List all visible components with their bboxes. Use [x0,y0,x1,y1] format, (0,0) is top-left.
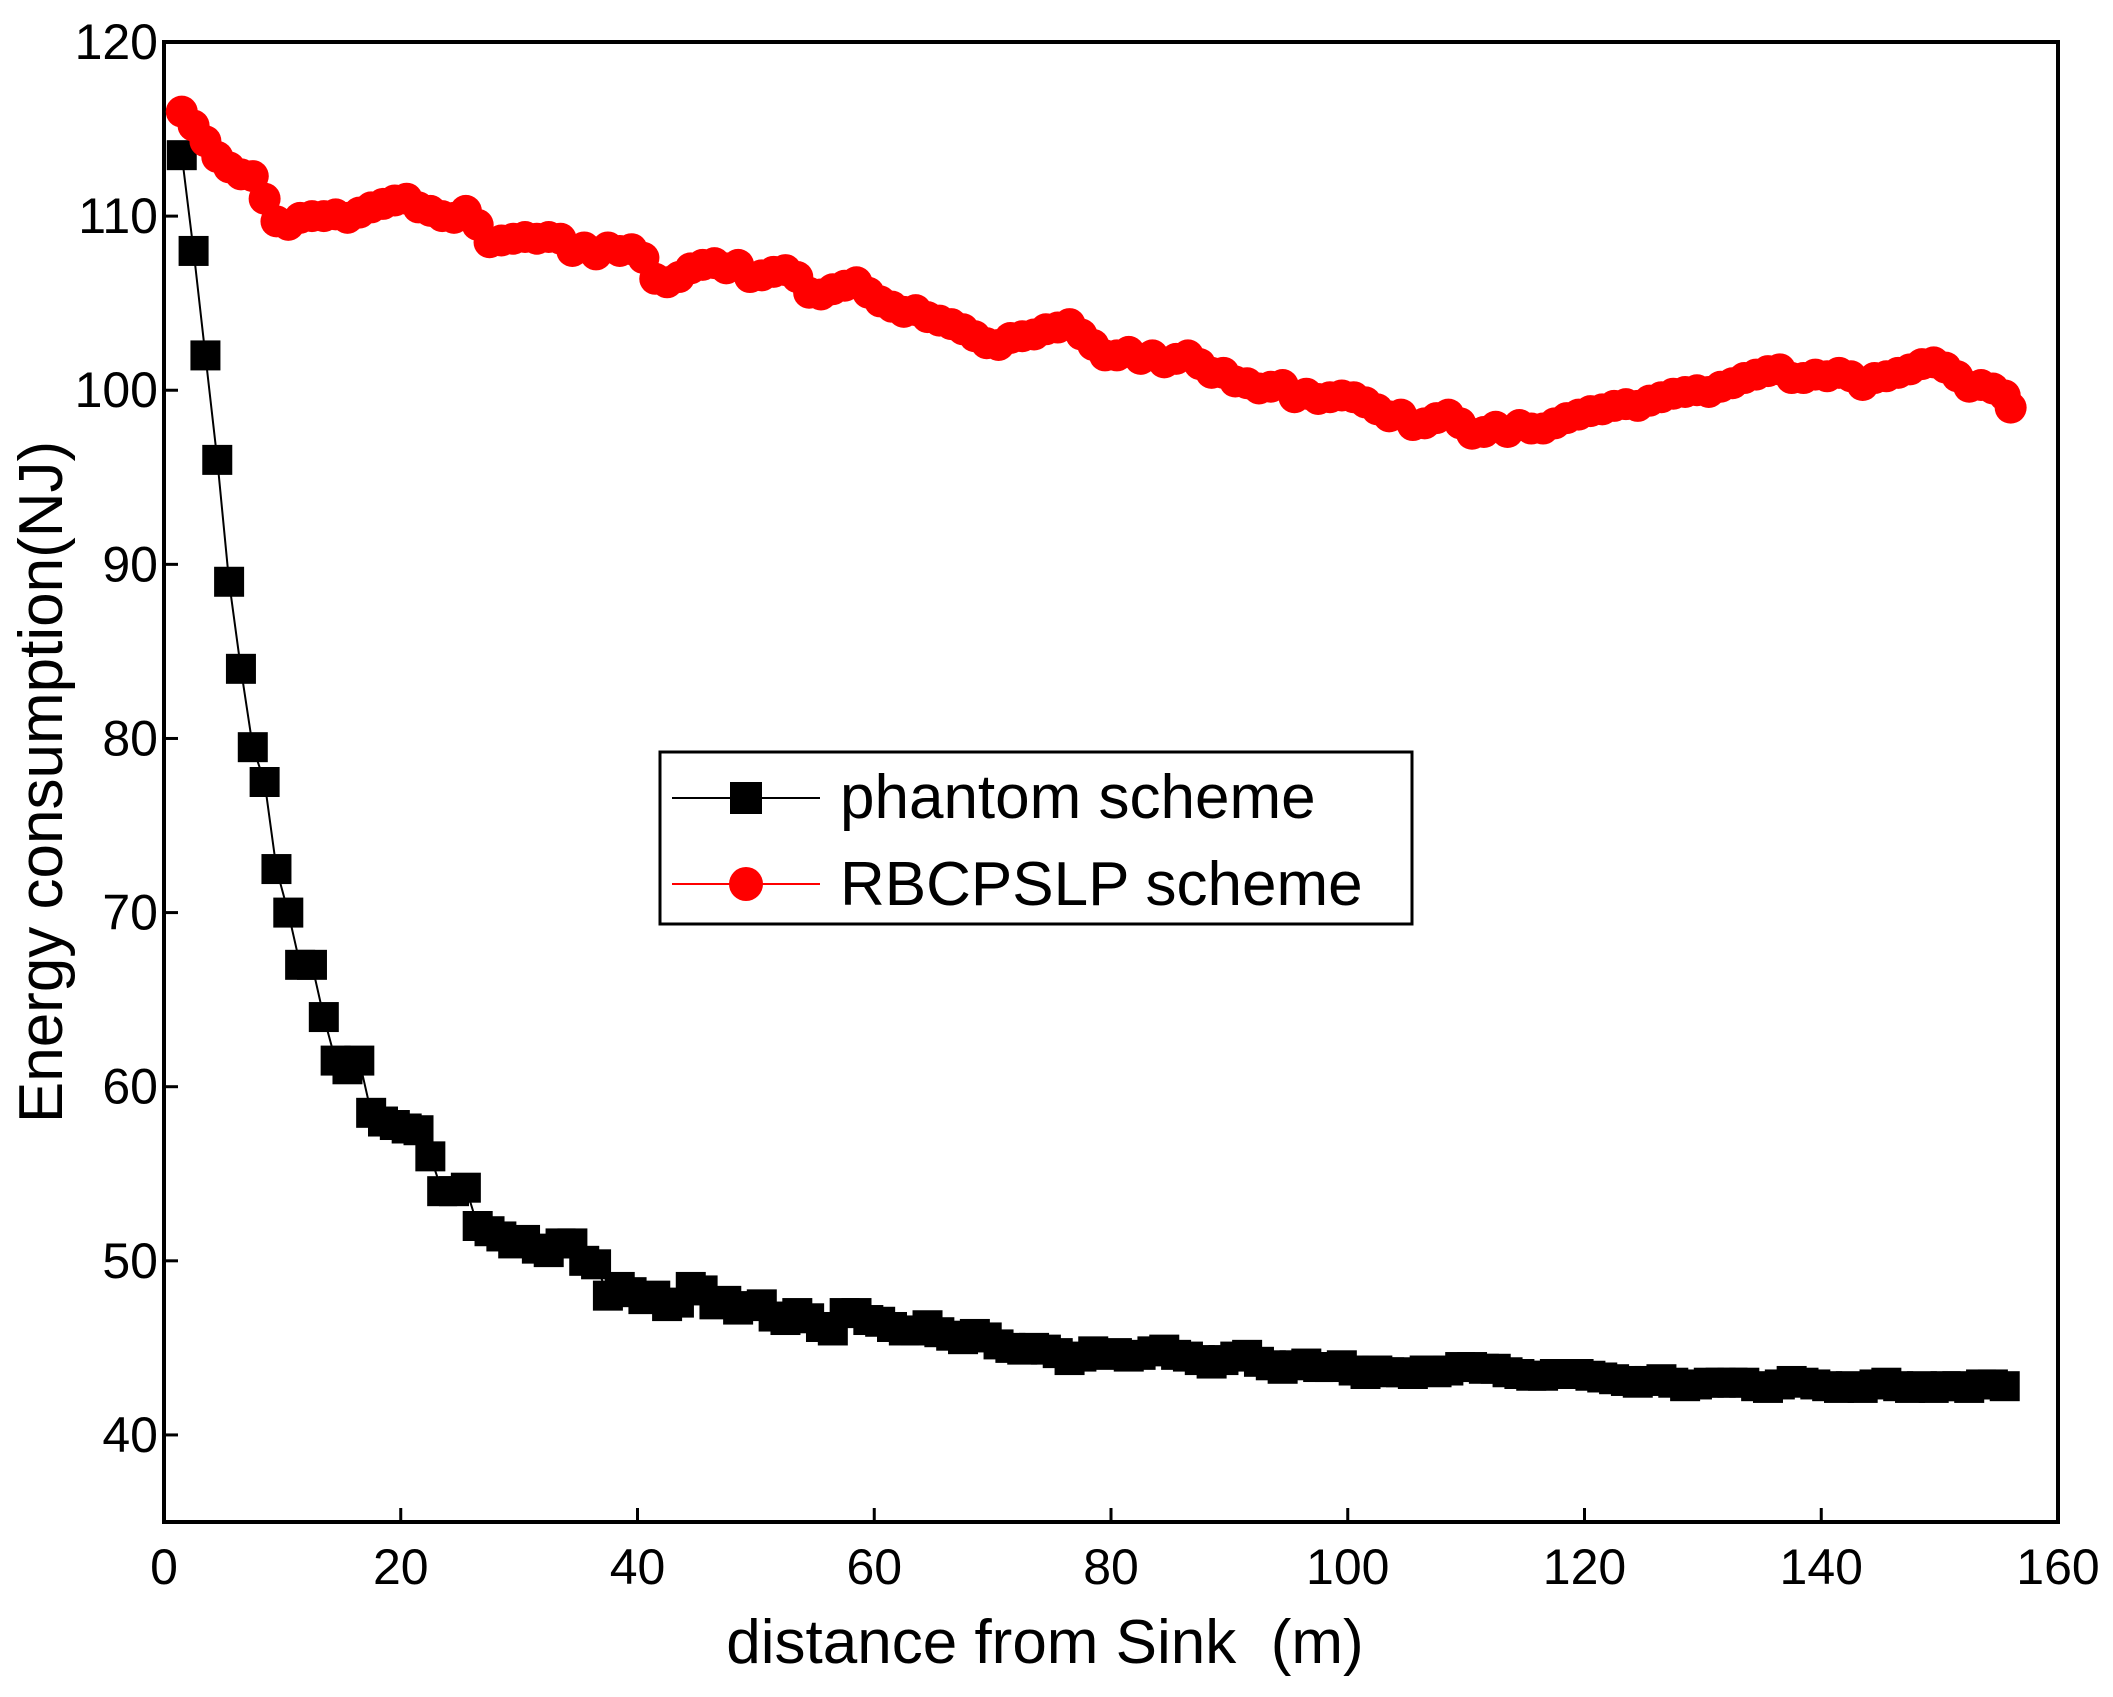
data-point [261,854,292,885]
data-point [225,653,256,684]
legend: phantom scheme RBCPSLP scheme [658,750,1414,926]
x-axis: 0 20 40 60 80 100 120 140 160 [150,1508,2100,1595]
y-tick-label: 110 [78,188,158,244]
y-axis-label: Energy consumption(NJ) [7,441,76,1123]
data-point [296,949,327,980]
y-tick-label: 80 [102,710,158,766]
data-point [273,897,304,928]
data-point [249,767,280,797]
y-tick-label: 120 [75,14,158,70]
data-point [415,1141,446,1172]
series-layer [165,95,2027,1403]
series-phantom [166,140,2020,1403]
data-point [308,1002,339,1033]
y-tick-label: 70 [102,885,158,941]
data-point [237,732,268,763]
x-tick-label: 80 [1083,1539,1139,1595]
data-point [178,235,209,266]
x-tick-label: 0 [150,1539,178,1595]
x-tick-label: 160 [2016,1539,2099,1595]
x-tick-label: 120 [1543,1539,1626,1595]
legend-label-phantom: phantom scheme [840,763,1316,832]
x-tick-label: 60 [846,1539,902,1595]
data-point [214,566,245,597]
x-axis-label: distance from Sink (m) [726,1608,1363,1677]
data-point [1989,1371,2020,1402]
x-tick-label: 40 [610,1539,666,1595]
legend-marker-rbcpslp [729,867,763,901]
y-tick-label: 100 [75,362,158,418]
x-tick-label: 100 [1306,1539,1389,1595]
y-tick-label: 40 [102,1407,158,1463]
y-tick-label: 90 [102,536,158,592]
data-point [1994,391,2027,424]
legend-label-rbcpslp: RBCPSLP scheme [840,850,1363,919]
y-axis: 40 50 60 70 80 90 100 110 120 [75,14,178,1463]
x-tick-label: 140 [1780,1539,1863,1595]
series-rbcpslp [165,95,2027,450]
data-point [190,340,221,371]
legend-marker-phantom [730,782,762,814]
legend-box [658,750,1414,926]
data-point [450,1172,481,1203]
y-tick-label: 50 [102,1233,158,1289]
data-point [202,444,233,475]
x-tick-label: 20 [373,1539,429,1595]
data-point [403,1115,434,1146]
data-point [344,1045,375,1076]
y-tick-label: 60 [102,1059,158,1115]
